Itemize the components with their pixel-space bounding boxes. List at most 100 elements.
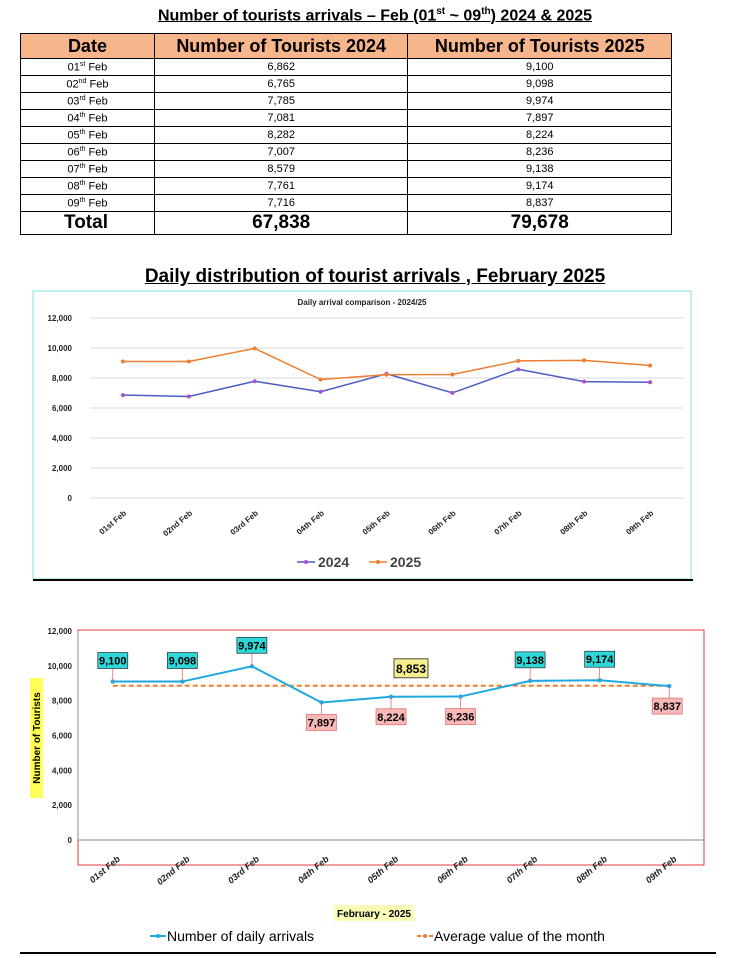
x-tick-label: 07th Feb [505, 854, 540, 886]
average-label: 8,853 [396, 662, 426, 676]
value-2025-cell: 9,174 [407, 177, 672, 195]
series-point-2025 [582, 358, 587, 363]
series-point-2025 [318, 377, 323, 382]
value-2024-cell: 6,862 [153, 58, 409, 76]
series-point-2024 [648, 380, 653, 385]
data-label: 9,100 [99, 656, 127, 668]
data-label-box [97, 652, 129, 669]
y-tick-label: 6,000 [52, 404, 73, 413]
value-2025-cell: 8,236 [407, 143, 672, 161]
y-tick-label: 10,000 [48, 662, 73, 671]
x-tick-label: 03rd Feb [226, 854, 262, 886]
table-row: 08th Feb 7,761 9,174 [20, 177, 672, 195]
date-cell: 07th Feb [20, 160, 155, 178]
comparison-line-chart: Daily arrival comparison - 2024/25 0 2,000… [32, 290, 693, 581]
ylabel-background [30, 678, 43, 798]
value-2025-cell: 8,837 [407, 194, 672, 212]
legend-label-daily: Number of daily arrivals [167, 928, 314, 944]
y-tick-label: 12,000 [48, 314, 73, 323]
y-tick-label: 2,000 [52, 801, 73, 810]
total-2025: 79,678 [407, 211, 672, 235]
table-row: 03rd Feb 7,785 9,974 [20, 92, 672, 110]
y-tick-label: 0 [68, 836, 73, 845]
tourist-arrivals-table: Date Number of Tourists 2024 Number of T… [20, 33, 672, 235]
daily-arrivals-point [597, 678, 602, 683]
date-cell: 05th Feb [20, 126, 155, 144]
total-2024: 67,838 [153, 211, 409, 235]
section-title: Daily distribution of tourist arrivals ,… [144, 266, 606, 287]
y-tick-label: 12,000 [48, 627, 73, 636]
total-label: Total [20, 211, 155, 235]
x-tick-label: 01st Feb [88, 854, 123, 885]
date-cell: 03rd Feb [20, 92, 155, 110]
series-point-2025 [186, 359, 191, 364]
xlabel-background [334, 905, 414, 921]
x-tick-label: 02nd Feb [155, 854, 192, 887]
data-label-box [236, 636, 268, 654]
daily-arrivals-point [388, 694, 394, 699]
series-point-2024 [186, 394, 191, 399]
value-2024-cell: 7,716 [153, 194, 409, 212]
data-label-box [166, 652, 198, 669]
total-row: Total 67,838 79,678 [20, 211, 672, 235]
y-tick-label: 0 [68, 494, 73, 503]
series-point-2025 [648, 363, 653, 368]
table-header-row: Date Number of Tourists 2024 Number of T… [20, 33, 672, 59]
chart-frame [32, 290, 692, 580]
data-label: 8,236 [447, 712, 475, 724]
y-axis-label: Number of Tourists [32, 692, 43, 784]
series-point-2024 [120, 393, 125, 398]
series-point-2024 [318, 389, 323, 394]
data-label: 8,837 [653, 701, 681, 713]
legend-label-average: Average value of the month [434, 928, 605, 944]
table-row: 01st Feb 6,862 9,100 [20, 58, 672, 76]
x-tick-label: 04th Feb [296, 854, 331, 886]
value-2024-cell: 6,765 [153, 75, 409, 93]
header-2025: Number of Tourists 2025 [407, 33, 672, 59]
y-tick-label: 8,000 [52, 374, 73, 383]
header-2024: Number of Tourists 2024 [153, 33, 409, 59]
series-point-2025 [120, 359, 125, 364]
legend-label: 2024 [318, 554, 349, 570]
data-label-box [375, 708, 407, 726]
x-tick-label: 09th Feb [644, 854, 679, 886]
value-2024-cell: 7,785 [153, 92, 409, 110]
table-row: 02nd Feb 6,765 9,098 [20, 75, 672, 93]
date-cell: 02nd Feb [20, 75, 155, 93]
y-tick-label: 6,000 [52, 732, 73, 741]
data-label: 8,224 [377, 712, 405, 724]
legend-marker [376, 560, 380, 564]
data-label-box [306, 714, 337, 731]
data-label: 9,974 [238, 640, 266, 652]
legend-marker-average [423, 934, 427, 938]
chart-title: Daily arrival comparison - 2024/25 [298, 298, 428, 307]
date-cell: 09th Feb [20, 194, 155, 212]
date-cell: 06th Feb [20, 143, 155, 161]
legend-marker [304, 560, 308, 564]
series-point-2024 [252, 379, 257, 384]
data-label: 9,138 [516, 655, 544, 667]
value-2025-cell: 8,224 [407, 126, 672, 144]
value-2025-cell: 7,897 [407, 109, 672, 127]
date-cell: 01st Feb [20, 58, 155, 76]
value-2024-cell: 8,282 [153, 126, 409, 144]
data-label-box [445, 708, 476, 725]
value-2024-cell: 7,007 [153, 143, 409, 161]
series-point-2025 [384, 372, 389, 377]
header-date: Date [20, 33, 155, 59]
value-2024-cell: 7,761 [153, 177, 409, 195]
average-label-box [393, 658, 429, 679]
daily-arrivals-chart: 0 2,000 4,000 6,000 8,000 10,000 12,000 Number … [20, 627, 716, 954]
legend-marker-daily [156, 934, 160, 938]
x-axis-label: February - 2025 [337, 909, 411, 920]
x-tick-label: 08th Feb [574, 854, 609, 886]
value-2025-cell: 9,100 [407, 58, 672, 76]
x-tick-label: 05th Feb [366, 854, 401, 886]
table-row: 09th Feb 7,716 8,837 [20, 194, 672, 212]
value-2024-cell: 7,081 [153, 109, 409, 127]
date-cell: 08th Feb [20, 177, 155, 195]
series-point-2024 [516, 367, 521, 372]
data-label: 9,098 [169, 656, 197, 668]
series-point-2024 [450, 390, 455, 395]
value-2025-cell: 9,138 [407, 160, 672, 178]
